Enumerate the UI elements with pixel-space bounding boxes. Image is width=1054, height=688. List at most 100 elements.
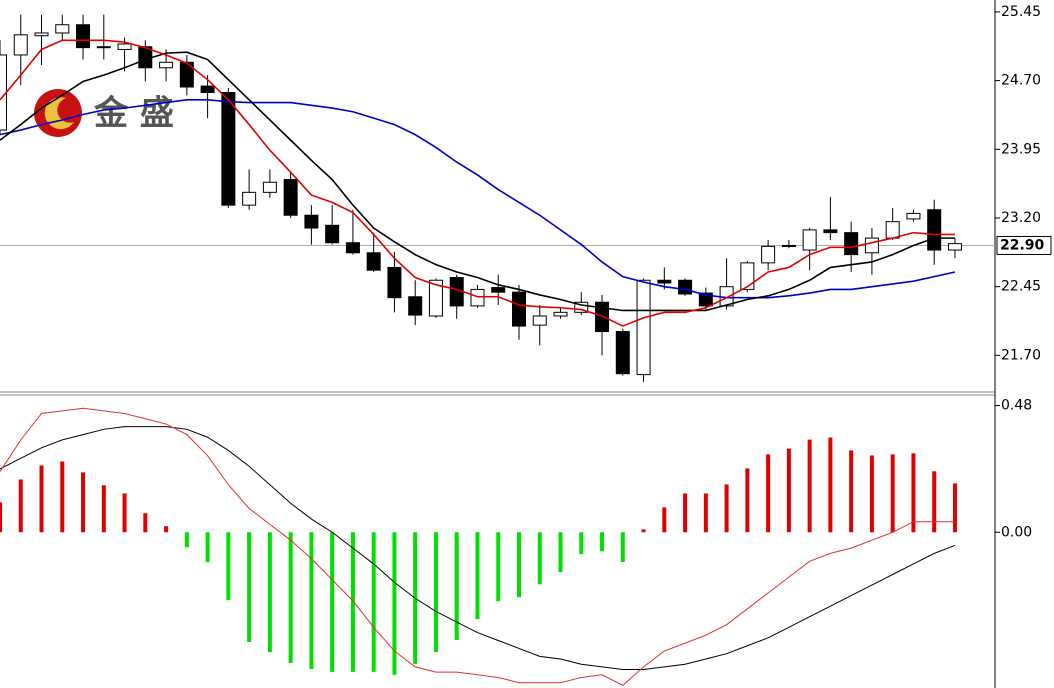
macd-bar xyxy=(226,532,231,601)
macd-bar xyxy=(101,485,106,533)
candle-body xyxy=(906,212,921,220)
indicator-line xyxy=(0,407,955,686)
macd-bar xyxy=(683,493,688,533)
candle-body xyxy=(740,262,755,290)
macd-bar xyxy=(205,532,210,563)
macd-bar xyxy=(537,532,542,585)
macd-bar xyxy=(122,493,127,533)
macd-bar xyxy=(828,437,833,533)
logo: 金 盛 xyxy=(34,89,174,137)
macd-bar xyxy=(662,507,667,533)
macd-bar xyxy=(724,484,729,533)
candle-body xyxy=(366,252,381,271)
candle-body xyxy=(159,61,174,69)
macd-bar xyxy=(81,472,86,533)
macd-bar xyxy=(184,532,189,548)
candle-body xyxy=(345,242,360,254)
y-tick-label: 21.70 xyxy=(1001,347,1041,363)
macd-bar xyxy=(60,461,65,533)
macd-bar xyxy=(267,532,272,653)
macd-bar xyxy=(558,532,563,573)
macd-bar xyxy=(350,532,355,672)
y-tick-label: 24.70 xyxy=(1001,73,1041,89)
candle-body xyxy=(387,266,402,299)
indicator-line xyxy=(0,51,955,312)
candle-body xyxy=(532,315,547,326)
candle-body xyxy=(262,181,277,193)
candle-body xyxy=(76,24,91,49)
macd-bar xyxy=(247,532,252,643)
candle-body xyxy=(34,32,49,37)
macd-bar xyxy=(433,532,438,653)
macd-bar xyxy=(952,483,957,533)
candle-body xyxy=(96,46,111,49)
candle-body xyxy=(947,243,962,251)
macd-bar xyxy=(164,526,169,533)
y-tick-label: 23.95 xyxy=(1001,141,1041,157)
macd-bar xyxy=(579,532,584,555)
candle-body xyxy=(844,232,859,256)
macd-bar xyxy=(890,454,895,533)
macd-bar xyxy=(0,502,2,533)
candle-body xyxy=(595,301,610,333)
last-price-label: 22.90 xyxy=(1000,237,1045,253)
macd-bar xyxy=(517,532,521,598)
candle-body xyxy=(615,331,630,375)
candle-body xyxy=(657,279,672,284)
candle-body xyxy=(781,244,796,247)
macd-bar xyxy=(288,532,293,663)
candle-body xyxy=(802,229,817,251)
macd-bar xyxy=(641,529,646,533)
macd-bar xyxy=(911,453,916,533)
candle-body xyxy=(325,224,340,244)
macd-bar xyxy=(475,532,480,620)
candle-body xyxy=(221,92,236,206)
indicator-line xyxy=(0,426,956,671)
candle-body xyxy=(885,221,900,239)
macd-bar xyxy=(766,454,771,533)
candle-body xyxy=(179,61,194,88)
candle-body xyxy=(823,229,838,234)
candle-body xyxy=(553,311,568,317)
candle-body xyxy=(927,209,942,251)
macd-bar xyxy=(371,532,376,672)
candle-body xyxy=(13,34,28,56)
candle-body xyxy=(304,214,319,229)
candle-body xyxy=(55,24,70,34)
candle-body xyxy=(864,237,879,254)
candle-body xyxy=(408,296,423,316)
y-tick-label: 0.48 xyxy=(1001,398,1032,414)
candle-body xyxy=(761,245,776,264)
macd-bar xyxy=(849,450,854,533)
macd-bar xyxy=(309,532,314,669)
candle-body xyxy=(200,85,215,94)
candle-body xyxy=(428,279,443,317)
candle-body xyxy=(512,291,526,327)
candle-body xyxy=(491,287,506,293)
macd-bar xyxy=(869,455,874,533)
macd-bar xyxy=(496,532,501,602)
logo-swirl xyxy=(44,97,74,130)
macd-bar xyxy=(18,479,23,533)
macd-bar xyxy=(620,532,625,563)
macd-bar xyxy=(143,513,148,533)
y-tick-label: 22.45 xyxy=(1001,279,1041,295)
macd-bar xyxy=(454,532,459,640)
candle-body xyxy=(283,179,298,216)
macd-bar xyxy=(745,468,750,533)
y-tick-label: 0.00 xyxy=(1001,524,1032,540)
macd-bar xyxy=(330,532,335,672)
candle-body xyxy=(698,292,713,307)
logo-text: 金 盛 xyxy=(93,94,174,134)
macd-bar xyxy=(932,471,937,533)
candle-body xyxy=(117,43,132,50)
last-price-box xyxy=(996,235,1052,255)
macd-bar xyxy=(39,465,44,533)
macd-bar xyxy=(600,532,605,552)
macd-bar xyxy=(807,439,812,533)
candle-body xyxy=(470,288,485,307)
candle-body xyxy=(636,279,651,376)
candle-body xyxy=(678,279,693,295)
